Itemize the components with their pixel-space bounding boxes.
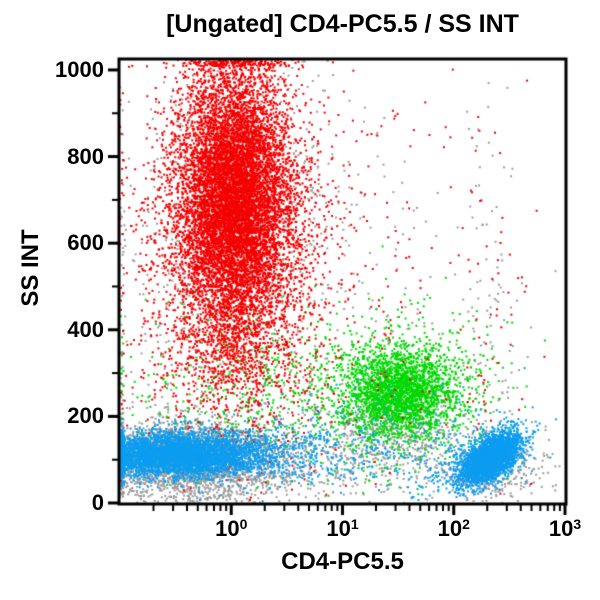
plot-title: [Ungated] CD4-PC5.5 / SS INT (166, 10, 519, 38)
x-tick-label-10e3: 103 (548, 516, 582, 541)
y-tick-label-600: 600 (67, 230, 104, 256)
x-tick-label-10e0: 100 (215, 516, 248, 541)
y-tick-label-0: 0 (91, 490, 104, 515)
x-tick-label-10e1: 101 (326, 516, 359, 541)
y-tick-label-200: 200 (67, 403, 104, 429)
x-axis-label: CD4-PC5.5 (281, 548, 404, 575)
y-tick-label-800: 800 (67, 143, 104, 169)
y-tick-label-1000: 1000 (55, 56, 104, 82)
y-tick-label-400: 400 (67, 316, 104, 342)
x-tick-label-10e2: 102 (437, 516, 470, 541)
